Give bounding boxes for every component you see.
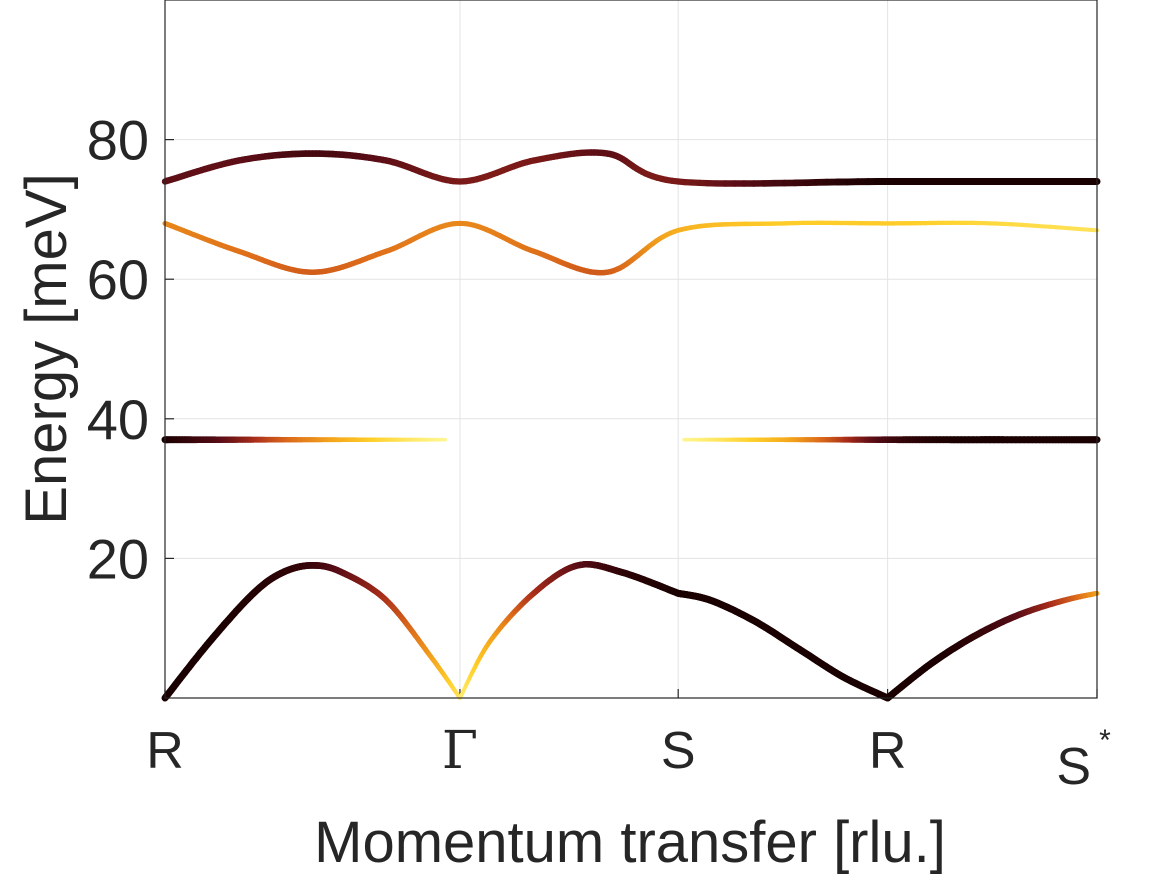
y-tick-labels: 20 40 60 80 xyxy=(87,109,149,591)
plot-frame xyxy=(164,0,1098,699)
y-tick-label: 80 xyxy=(87,109,149,172)
band-series-6 xyxy=(161,149,1101,187)
y-tick-label: 20 xyxy=(87,527,149,590)
x-tick-label: R xyxy=(869,722,907,780)
y-tick-label: 40 xyxy=(87,388,149,451)
x-tick-label: Γ xyxy=(442,721,478,781)
band-series-3 xyxy=(884,590,1100,702)
band-series-1 xyxy=(458,561,682,700)
band-series-0 xyxy=(161,562,462,702)
grid-lines xyxy=(164,0,1098,698)
x-tick-labels: R Γ S R S * xyxy=(146,721,1111,796)
x-tick-superscript: * xyxy=(1099,724,1111,757)
x-tick-label: S xyxy=(661,722,696,780)
x-tick-label: R xyxy=(146,722,184,780)
y-tick-label: 60 xyxy=(87,248,149,311)
band-series-2 xyxy=(674,589,892,702)
band-series-7 xyxy=(162,220,1099,276)
x-tick-label: S xyxy=(1056,738,1091,796)
x-axis-label: Momentum transfer [rlu.] xyxy=(314,810,946,875)
dispersion-bands xyxy=(161,149,1101,702)
y-axis-label: Energy [meV] xyxy=(14,173,79,524)
